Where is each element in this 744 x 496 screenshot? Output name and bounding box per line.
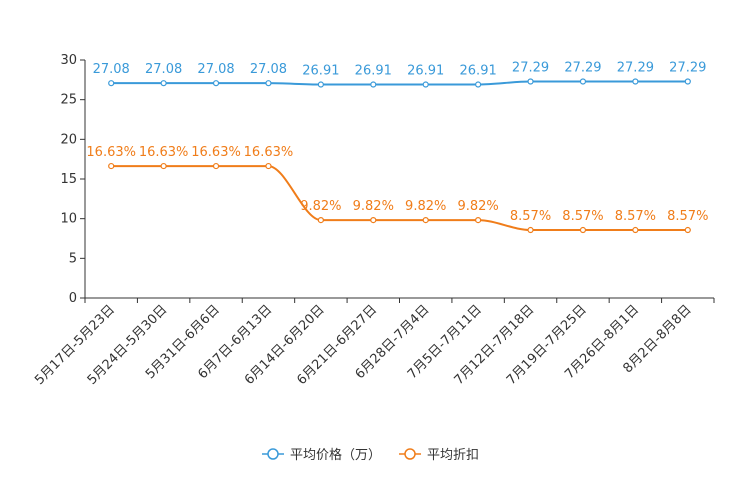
data-label: 9.82%: [353, 199, 394, 214]
data-label: 26.91: [302, 64, 339, 79]
data-point[interactable]: [212, 80, 220, 87]
y-tick-label: 5: [69, 251, 77, 266]
data-label: 27.08: [93, 62, 130, 77]
data-point[interactable]: [317, 216, 324, 224]
data-label: 9.82%: [457, 199, 498, 214]
y-tick-label: 20: [60, 132, 77, 147]
legend-marker: [404, 448, 416, 460]
data-label: 27.29: [564, 60, 601, 75]
data-label: 26.91: [355, 64, 392, 79]
data-point[interactable]: [527, 78, 534, 85]
data-point[interactable]: [475, 216, 482, 224]
data-point[interactable]: [684, 226, 691, 234]
data-label: 9.82%: [300, 199, 341, 214]
data-point[interactable]: [265, 162, 272, 170]
y-tick-label: 10: [60, 212, 77, 227]
data-point[interactable]: [265, 80, 272, 87]
legend[interactable]: 平均价格（万） 平均折扣: [262, 447, 479, 463]
data-point[interactable]: [632, 226, 639, 234]
series-line-0: [111, 80, 688, 86]
data-point[interactable]: [108, 162, 115, 170]
data-label: 16.63%: [244, 145, 294, 160]
legend-label: 平均价格（万）: [290, 447, 381, 463]
data-point[interactable]: [579, 78, 587, 85]
data-label: 16.63%: [86, 145, 136, 160]
data-point[interactable]: [160, 80, 167, 87]
legend-label: 平均折扣: [427, 448, 479, 463]
y-tick-label: 15: [60, 172, 77, 187]
data-point[interactable]: [422, 81, 429, 88]
data-point[interactable]: [108, 80, 115, 87]
legend-item-1[interactable]: 平均折扣: [399, 448, 479, 463]
data-label: 26.91: [460, 64, 497, 79]
y-tick-label: 0: [69, 291, 77, 306]
data-label: 27.29: [617, 60, 654, 75]
data-label: 27.29: [669, 60, 706, 75]
legend-item-0[interactable]: 平均价格（万）: [262, 447, 381, 463]
data-label: 27.29: [512, 60, 549, 75]
data-label: 16.63%: [191, 145, 241, 160]
data-label: 8.57%: [667, 209, 708, 224]
y-axis: 0 5 10 15 20 25 30: [60, 53, 86, 306]
legend-marker: [267, 448, 279, 460]
x-axis: 5月17日-5月23日5月24日-5月30日5月31日-6月6日6月7日-6月1…: [32, 297, 715, 388]
data-label: 8.57%: [510, 209, 551, 224]
data-point[interactable]: [317, 81, 324, 88]
y-tick-label: 30: [60, 53, 77, 68]
y-tick-label: 25: [60, 93, 77, 108]
data-point[interactable]: [632, 78, 639, 85]
data-point[interactable]: [212, 162, 220, 170]
series-layer: [108, 78, 691, 234]
data-point[interactable]: [160, 162, 167, 170]
data-label: 27.08: [145, 62, 182, 77]
data-point[interactable]: [370, 216, 377, 224]
data-label-layer: 27.08 27.08 27.08 27.08 26.91 26.91 26.91 26.91…: [86, 60, 708, 224]
data-label: 9.82%: [405, 199, 446, 214]
data-label: 8.57%: [562, 209, 603, 224]
data-point[interactable]: [422, 216, 429, 224]
data-point[interactable]: [579, 226, 587, 234]
data-point[interactable]: [370, 81, 377, 88]
data-label: 27.08: [197, 62, 234, 77]
data-label: 27.08: [250, 62, 287, 77]
data-label: 8.57%: [615, 209, 656, 224]
data-label: 26.91: [407, 64, 444, 79]
data-point[interactable]: [684, 78, 691, 85]
data-point[interactable]: [527, 226, 534, 234]
data-point[interactable]: [475, 81, 482, 88]
data-label: 16.63%: [139, 145, 189, 160]
